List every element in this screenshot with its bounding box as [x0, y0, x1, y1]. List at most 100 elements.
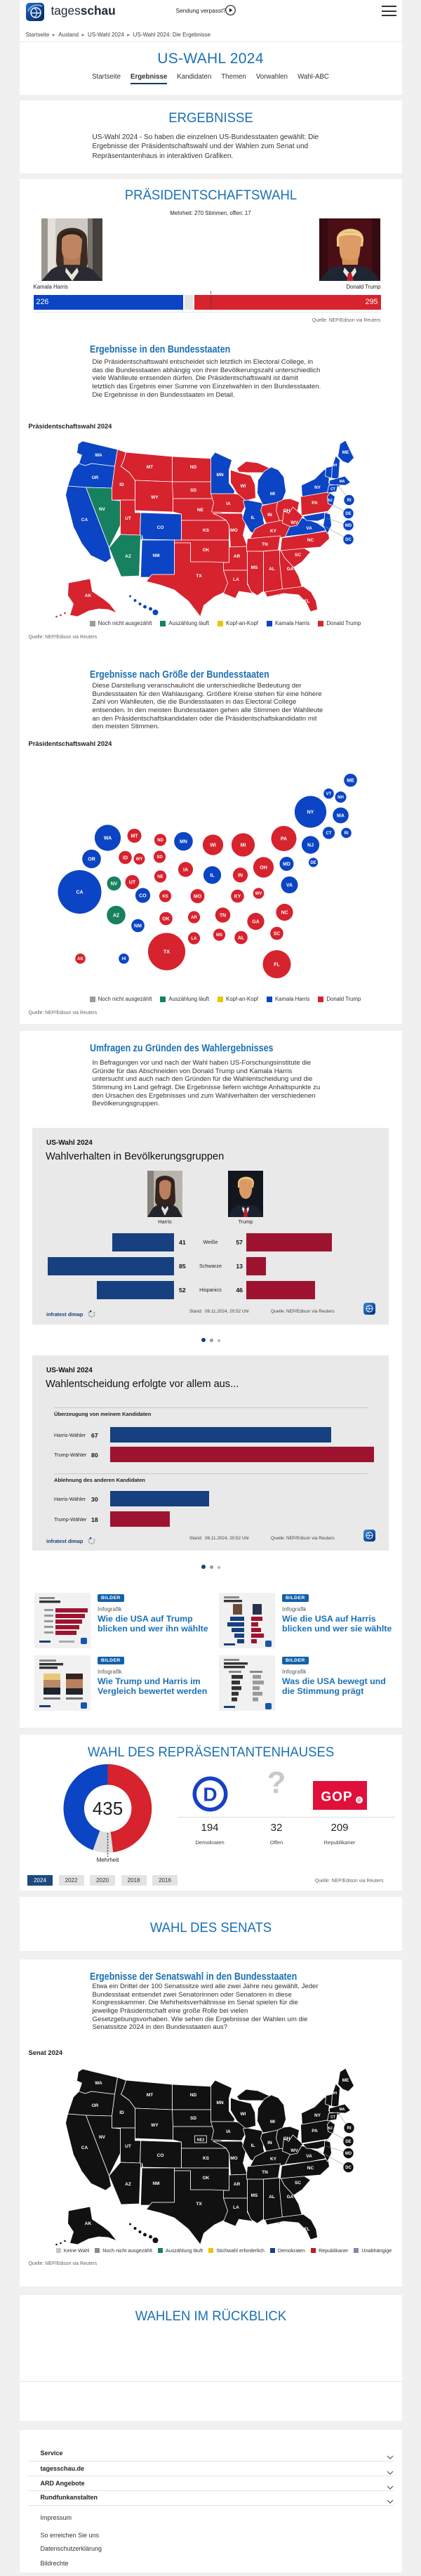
svg-text:AZ: AZ	[112, 914, 119, 919]
svg-text:TN: TN	[262, 542, 268, 547]
svg-text:MO: MO	[230, 2156, 237, 2161]
svg-text:WY: WY	[151, 495, 159, 500]
svg-text:CA: CA	[81, 518, 88, 523]
svg-text:TN: TN	[262, 2170, 268, 2175]
svg-text:KS: KS	[162, 895, 168, 899]
svg-text:SC: SC	[294, 553, 300, 558]
svg-text:SD: SD	[156, 855, 163, 860]
svg-text:RI: RI	[347, 499, 351, 503]
svg-text:RI: RI	[347, 2127, 351, 2131]
svg-text:TX: TX	[163, 950, 170, 955]
svg-text:SC: SC	[294, 2181, 300, 2186]
svg-text:MO: MO	[193, 895, 201, 900]
svg-text:NV: NV	[98, 507, 105, 512]
svg-text:CT: CT	[330, 487, 335, 492]
svg-text:MO: MO	[230, 528, 237, 533]
svg-text:NH: NH	[331, 2091, 337, 2096]
svg-text:OK: OK	[202, 548, 209, 553]
svg-text:IA: IA	[226, 2129, 231, 2134]
svg-text:NE2: NE2	[196, 2138, 204, 2143]
svg-text:MS: MS	[216, 933, 222, 938]
svg-text:AZ: AZ	[125, 2182, 131, 2187]
svg-text:ID: ID	[119, 2110, 124, 2115]
svg-text:KY: KY	[269, 529, 276, 534]
svg-text:NM: NM	[152, 553, 159, 558]
svg-text:GOP: GOP	[321, 1790, 352, 1805]
svg-text:WI: WI	[210, 843, 216, 848]
svg-text:MA: MA	[339, 2108, 345, 2112]
svg-text:UT: UT	[128, 881, 135, 886]
svg-text:AL: AL	[237, 936, 244, 941]
svg-text:AR: AR	[233, 554, 240, 559]
svg-text:SC: SC	[273, 932, 280, 937]
svg-text:VA: VA	[306, 2154, 312, 2159]
svg-text:ID: ID	[123, 856, 128, 861]
svg-text:VT: VT	[326, 792, 331, 796]
svg-text:SD: SD	[189, 2116, 196, 2121]
svg-text:VA: VA	[286, 883, 292, 888]
svg-text:ND: ND	[157, 839, 163, 843]
svg-text:NM: NM	[134, 924, 142, 929]
svg-text:AK: AK	[77, 957, 83, 961]
svg-text:VT: VT	[322, 2091, 326, 2096]
svg-text:FL: FL	[304, 599, 309, 604]
svg-text:KS: KS	[202, 2156, 209, 2161]
svg-text:NC: NC	[281, 911, 288, 916]
svg-text:D: D	[203, 1784, 217, 1806]
svg-text:IA: IA	[226, 501, 231, 506]
svg-text:WY: WY	[135, 857, 142, 862]
svg-text:NY: NY	[307, 810, 314, 815]
svg-text:NY: NY	[314, 2113, 321, 2118]
svg-text:DE: DE	[310, 861, 316, 865]
svg-text:CO: CO	[156, 525, 163, 530]
svg-text:IL: IL	[250, 2143, 255, 2148]
svg-text:RI: RI	[344, 832, 348, 836]
svg-text:NM: NM	[152, 2181, 159, 2186]
svg-text:ND: ND	[189, 2093, 196, 2098]
svg-text:WV: WV	[290, 2148, 298, 2153]
svg-text:MD: MD	[283, 862, 290, 867]
svg-text:AR: AR	[233, 2182, 240, 2187]
svg-text:CO: CO	[139, 894, 147, 899]
svg-text:ND: ND	[189, 465, 196, 470]
svg-text:MS: MS	[250, 2193, 258, 2198]
svg-text:GA: GA	[286, 2195, 293, 2200]
svg-text:UT: UT	[125, 2144, 131, 2149]
svg-text:MA: MA	[339, 480, 345, 484]
svg-text:IN: IN	[267, 513, 272, 518]
svg-text:DC: DC	[345, 538, 352, 542]
svg-text:WY: WY	[151, 2123, 159, 2128]
svg-text:AK: AK	[84, 593, 91, 598]
svg-text:NE: NE	[157, 875, 163, 879]
svg-text:CA: CA	[76, 891, 83, 895]
svg-text:NC: NC	[307, 538, 314, 543]
svg-text:LA: LA	[233, 577, 239, 582]
svg-text:MN: MN	[216, 2101, 223, 2105]
svg-text:LA: LA	[191, 937, 197, 941]
svg-text:NE: NE	[196, 508, 203, 513]
svg-text:IN: IN	[238, 874, 243, 879]
svg-text:OR: OR	[91, 475, 98, 480]
svg-text:OH: OH	[283, 508, 290, 513]
svg-text:ME: ME	[342, 450, 349, 455]
svg-text:VT: VT	[322, 464, 326, 468]
svg-text:OR: OR	[91, 2103, 98, 2108]
svg-text:NJ: NJ	[328, 499, 333, 503]
svg-text:LA: LA	[233, 2205, 239, 2210]
svg-text:CA: CA	[81, 2145, 88, 2150]
svg-text:NY: NY	[314, 485, 321, 490]
svg-text:DE: DE	[345, 512, 351, 516]
svg-text:CT: CT	[330, 2115, 335, 2120]
svg-text:ME: ME	[347, 779, 354, 784]
svg-text:NV: NV	[98, 2135, 105, 2140]
svg-text:IL: IL	[250, 515, 255, 520]
svg-text:MD: MD	[345, 524, 352, 528]
svg-text:PA: PA	[280, 837, 286, 842]
svg-text:IN: IN	[267, 2141, 272, 2145]
svg-text:OR: OR	[88, 857, 95, 862]
svg-text:AL: AL	[269, 2195, 275, 2200]
svg-text:OK: OK	[202, 2176, 209, 2181]
svg-text:MN: MN	[180, 840, 187, 845]
svg-text:ME: ME	[342, 2078, 349, 2083]
svg-text:WI: WI	[240, 2112, 246, 2117]
